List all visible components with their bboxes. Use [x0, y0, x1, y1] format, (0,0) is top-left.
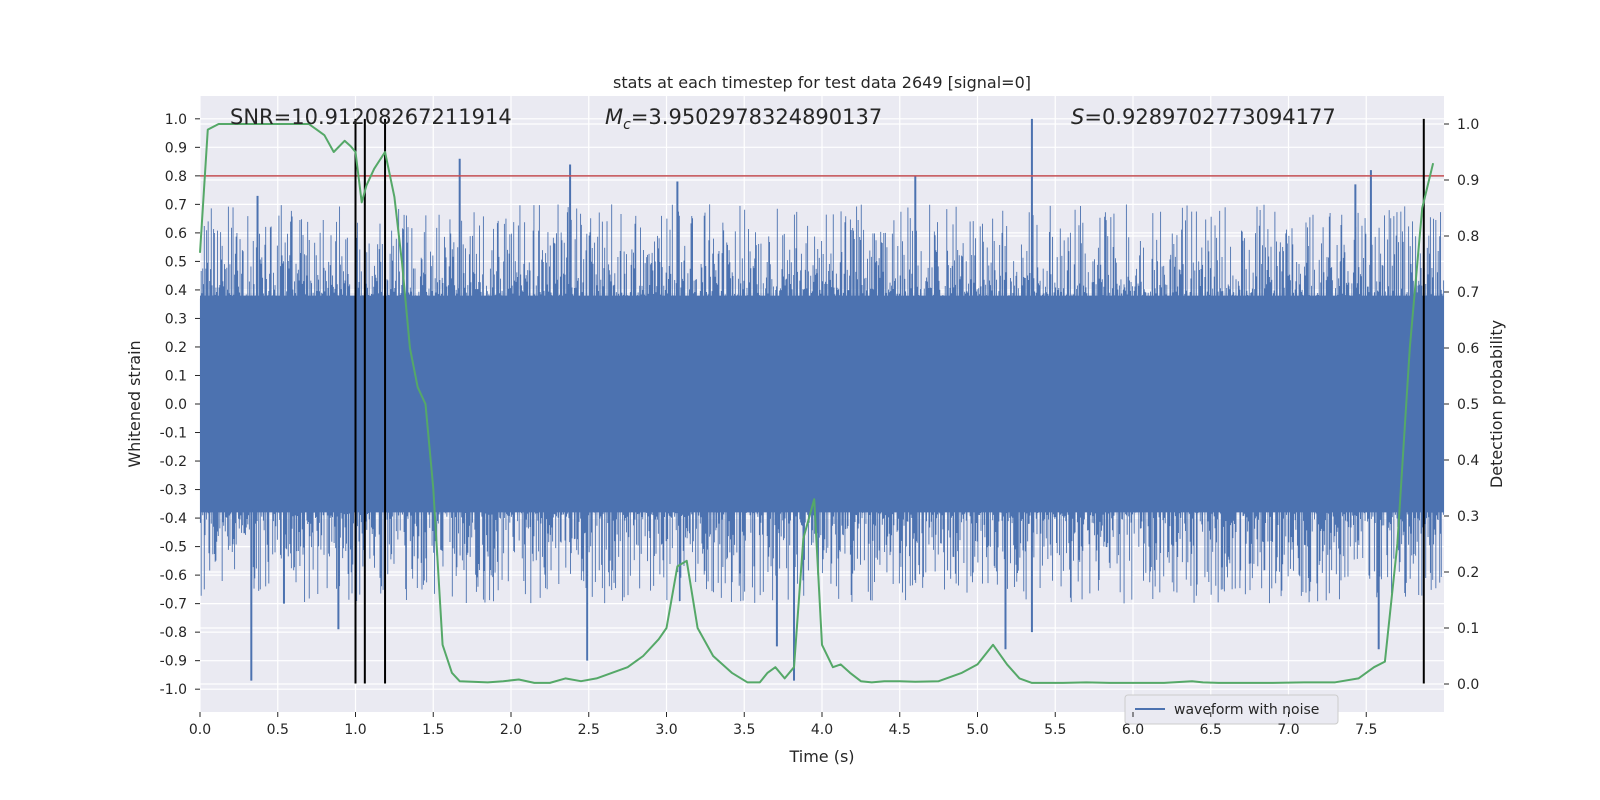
x-tick-label: 2.0: [500, 722, 522, 738]
y-left-tick-label: -0.9: [160, 654, 187, 670]
x-axis-label: Time (s): [788, 747, 854, 766]
y-left-tick-label: 0.4: [165, 283, 187, 299]
chirp-mass-value: =3.9502978324890137: [631, 105, 882, 129]
x-tick-label: 5.5: [1044, 722, 1066, 738]
y-right-tick-label: 0.4: [1457, 453, 1479, 469]
y-left-tick-label: 0.5: [165, 254, 187, 270]
y-left-tick-label: 0.1: [165, 368, 187, 384]
chirp-mass-symbol: M: [605, 105, 623, 129]
x-tick-label: 4.5: [889, 722, 911, 738]
x-tick-label: 1.5: [422, 722, 444, 738]
y-right-tick-label: 0.1: [1457, 621, 1479, 637]
x-tick-label: 5.0: [966, 722, 988, 738]
y-right-tick-label: 0.7: [1457, 285, 1479, 301]
y-left-tick-label: -0.2: [160, 454, 187, 470]
y-right-tick-label: 0.8: [1457, 229, 1479, 245]
y-left-tick-label: 0.9: [165, 140, 187, 156]
y-left-tick-label: 1.0: [165, 112, 187, 128]
x-tick-label: 3.5: [733, 722, 755, 738]
y-left-tick-label: -0.7: [160, 597, 187, 613]
y-right-tick-label: 0.0: [1457, 677, 1479, 693]
y-right-tick-label: 0.2: [1457, 565, 1479, 581]
y-left-tick-label: 0.2: [165, 340, 187, 356]
y-right-tick-label: 0.3: [1457, 509, 1479, 525]
chirp-mass-subscript: c: [623, 117, 631, 133]
detection-probability-line: [199, 123, 1435, 684]
s-value: =0.9289702773094177: [1084, 105, 1335, 129]
y-left-tick-label: -0.6: [160, 568, 187, 584]
y-right-tick-label: 0.6: [1457, 341, 1479, 357]
y-right-tick-label: 0.9: [1457, 173, 1479, 189]
y-left-tick-label: -0.5: [160, 540, 187, 556]
waveform-with-noise-series: [199, 118, 1445, 681]
x-tick-label: 6.5: [1200, 722, 1222, 738]
y-axis-right-label: Detection probability: [1487, 320, 1506, 488]
x-tick-label: 7.5: [1355, 722, 1377, 738]
y-left-tick-label: -0.8: [160, 625, 187, 641]
s-symbol: S: [1071, 105, 1084, 129]
x-tick-label: 3.0: [655, 722, 677, 738]
y-left-tick-label: 0.6: [165, 226, 187, 242]
legend-label: waveform with noise: [1174, 702, 1319, 718]
x-tick-label: 6.0: [1122, 722, 1144, 738]
s-annotation: S=0.9289702773094177: [1071, 105, 1336, 129]
snr-annotation: SNR=10.91208267211914: [230, 105, 512, 129]
y-left-tick-label: 0.0: [165, 397, 187, 413]
x-tick-label: 1.0: [344, 722, 366, 738]
chirp-mass-annotation: Mc=3.9502978324890137: [605, 105, 882, 133]
y-left-tick-label: 0.8: [165, 169, 187, 185]
y-left-tick-label: -0.1: [160, 426, 187, 442]
legend-box: [1124, 694, 1339, 725]
x-tick-label: 0.0: [189, 722, 211, 738]
x-tick-label: 2.5: [578, 722, 600, 738]
y-left-tick-label: -0.4: [160, 511, 187, 527]
legend: waveform with noise: [1124, 694, 1339, 725]
y-left-tick-label: 0.3: [165, 311, 187, 327]
y-right-tick-label: 1.0: [1457, 117, 1479, 133]
y-right-tick-label: 0.5: [1457, 397, 1479, 413]
y-left-tick-label: 0.7: [165, 197, 187, 213]
y-axis-left-label: Whitened strain: [125, 340, 144, 467]
chart-title: stats at each timestep for test data 264…: [613, 73, 1031, 92]
x-tick-label: 0.5: [267, 722, 289, 738]
y-left-tick-label: -1.0: [160, 682, 187, 698]
x-tick-label: 7.0: [1277, 722, 1299, 738]
y-left-tick-label: -0.3: [160, 483, 187, 499]
x-tick-label: 4.0: [811, 722, 833, 738]
